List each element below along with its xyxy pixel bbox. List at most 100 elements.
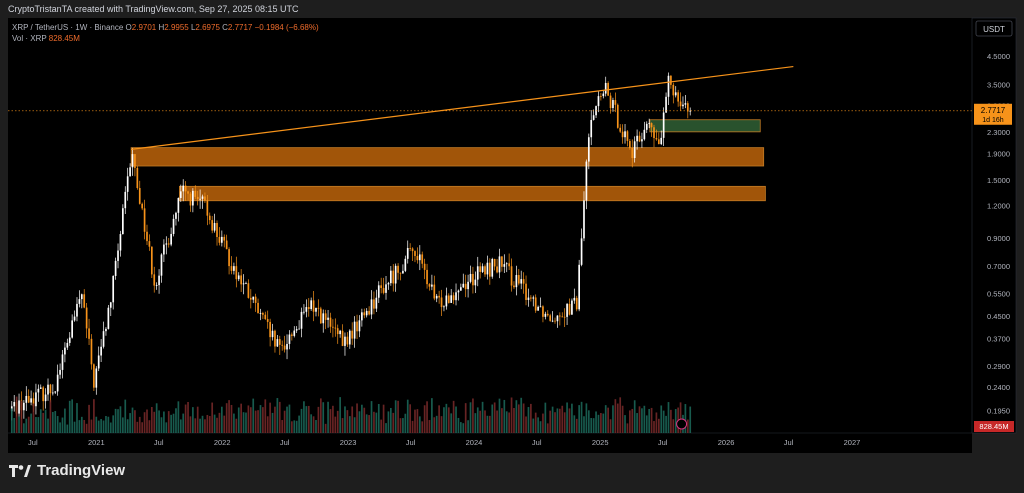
volume-bar [18,416,20,433]
candle-body [515,275,518,288]
volume-bar [375,412,378,433]
candle-body [76,303,78,317]
candle-body [281,344,284,346]
volume-bar [76,403,78,433]
currency-badge[interactable] [975,20,1013,37]
candle-body [196,196,199,200]
candle-body [122,208,124,235]
candle-body [554,320,556,322]
volume-bar [278,401,281,433]
candle-body [537,306,539,311]
candle-body [105,328,107,332]
volume-bar [134,410,136,433]
candle-body [457,290,460,293]
candle-body [223,236,226,241]
candle-body [346,336,349,345]
candle-body [319,308,322,324]
change-value: −0.1984 (−6.68%) [254,23,319,32]
candle-body [629,140,631,148]
tradingview-logo[interactable]: TradingView [9,462,125,479]
volume-bar [10,408,13,433]
volume-bar [90,419,93,433]
price-axis[interactable] [971,17,1017,434]
volume-bar [546,423,549,433]
volume-bar [307,405,310,433]
volume-bar [56,416,59,433]
time-tick-label: Jul [280,438,290,447]
volume-bar [305,406,308,433]
volume-bar [648,408,651,433]
volume-bar [421,421,424,433]
candle-body [621,131,624,138]
price-tick-label: 0.1950 [987,407,1010,416]
candle-body [71,320,73,338]
volume-bar [580,401,583,433]
candle-body [237,275,240,280]
candle-body [32,398,35,407]
volume-bar [510,397,513,433]
volume-bar [505,411,508,433]
candle-body [406,247,409,259]
time-axis[interactable] [8,433,972,453]
volume-bar [252,398,255,433]
trendline[interactable] [131,65,794,150]
zone-0[interactable] [130,147,765,167]
price-tick-label: 1.9000 [987,149,1010,158]
candle-body [389,270,392,284]
volume-bar [513,408,515,433]
last-price-badge[interactable] [974,103,1012,125]
zone-1[interactable] [179,185,766,202]
volume-bar [295,420,298,433]
candle-body [614,100,617,105]
candle-body [305,307,308,312]
candle-body [143,208,146,232]
candle-body [667,75,670,97]
candle-body [73,316,76,321]
volume-bar [515,400,518,433]
volume-bar [431,398,433,433]
candle-body [440,297,443,308]
time-tick-label: 2021 [88,438,105,447]
volume-bar [660,405,663,433]
volume-bar [51,411,54,433]
candle-body [619,127,622,132]
candle-body [510,266,513,286]
volume-bar [672,419,675,433]
candle-body [353,321,356,339]
volume-bar [539,421,542,433]
candle-body [447,295,450,303]
volume-bar [385,423,387,433]
zone-2[interactable] [649,119,761,133]
candle-body [35,392,37,407]
volume-bar [136,421,139,433]
candle-body [488,262,491,277]
volume-bar [179,419,182,433]
candle-body [300,311,303,329]
volume-bar [283,410,286,433]
volume-bar [457,417,460,433]
candle-body [612,100,614,109]
candle-body [527,297,530,300]
candle-body [126,176,129,192]
volume-bar [20,400,23,433]
volume-bar [199,418,201,433]
candle-body [394,265,397,284]
candle-body [558,315,561,317]
candle-body [278,339,281,345]
volume-bar [655,412,658,433]
volume-badge[interactable] [974,421,1014,432]
candle-body [266,319,269,322]
event-marker-icon[interactable] [676,418,688,430]
volume-bar [206,414,209,433]
candle-body [47,384,49,395]
volume-bar [551,406,554,433]
candle-body [150,246,153,275]
candle-body [689,110,692,112]
candle-body [382,287,385,293]
candle-body [484,266,486,275]
candle-body [665,96,667,113]
candle-body [602,93,605,97]
candle-body [636,135,638,142]
volume-bar [344,406,346,433]
